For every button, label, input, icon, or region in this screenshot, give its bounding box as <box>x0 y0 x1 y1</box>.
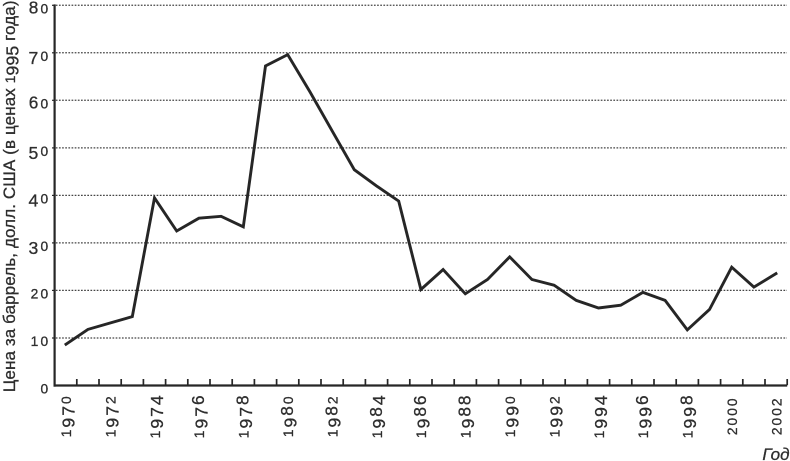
svg-text:1998: 1998 <box>677 393 700 438</box>
svg-text:60: 60 <box>29 92 51 112</box>
svg-text:Цена за баррель, долл. США (в: Цена за баррель, долл. США (в ценах 1995… <box>0 0 22 392</box>
svg-text:1976: 1976 <box>188 393 211 438</box>
svg-text:2002: 2002 <box>769 396 784 435</box>
svg-text:80: 80 <box>29 0 51 17</box>
svg-text:1972: 1972 <box>103 394 123 437</box>
svg-text:10: 10 <box>31 334 51 349</box>
svg-text:20: 20 <box>31 286 51 301</box>
svg-text:1970: 1970 <box>58 394 78 437</box>
svg-text:1996: 1996 <box>632 393 655 438</box>
svg-text:1982: 1982 <box>321 394 344 437</box>
svg-text:1986: 1986 <box>410 393 433 438</box>
svg-text:0: 0 <box>41 382 51 397</box>
svg-text:1994: 1994 <box>591 393 611 438</box>
svg-text:1984: 1984 <box>366 393 389 438</box>
svg-text:Год: Год <box>762 445 789 461</box>
svg-text:1990: 1990 <box>502 394 522 437</box>
svg-text:1974: 1974 <box>147 393 167 438</box>
svg-text:1988: 1988 <box>455 393 478 438</box>
svg-text:1980: 1980 <box>277 394 300 437</box>
svg-text:1992: 1992 <box>547 394 567 437</box>
svg-text:40: 40 <box>29 191 51 211</box>
svg-text:2000: 2000 <box>725 396 740 435</box>
svg-text:30: 30 <box>29 238 51 258</box>
svg-text:50: 50 <box>29 143 51 163</box>
svg-text:70: 70 <box>29 48 51 68</box>
svg-text:1978: 1978 <box>233 393 256 438</box>
